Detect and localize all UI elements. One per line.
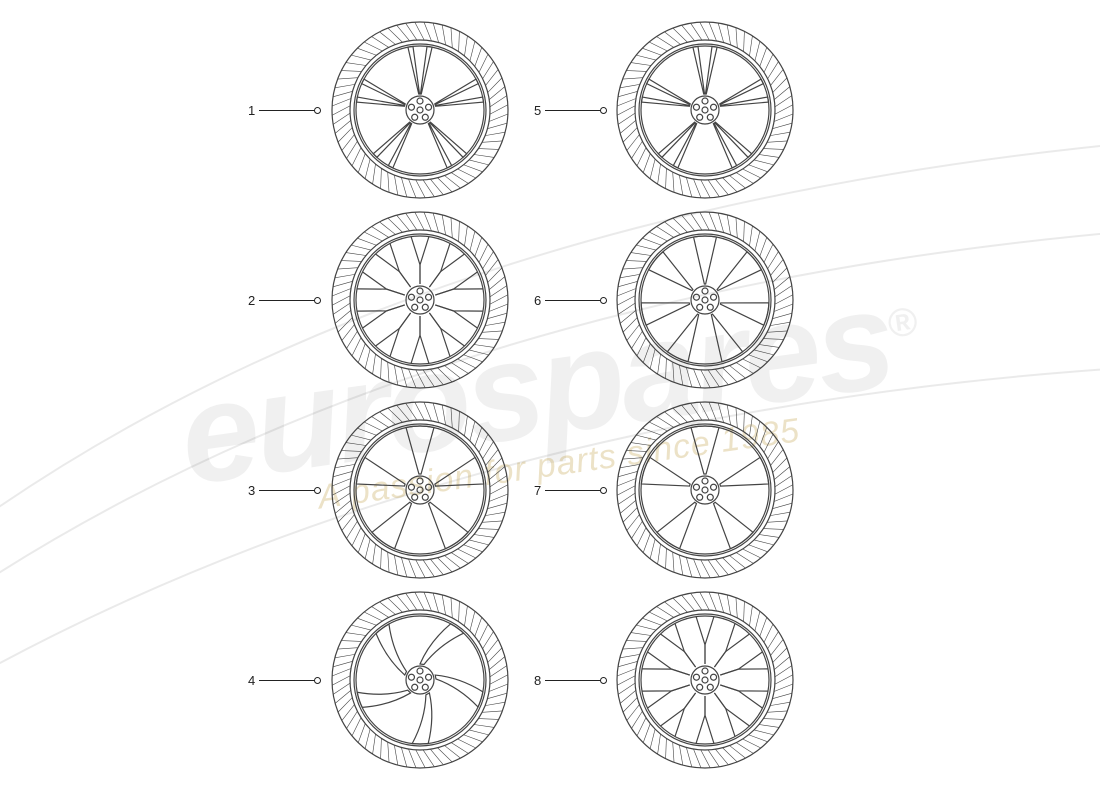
callout-line [545, 490, 605, 491]
callout-4: 4 [248, 673, 319, 688]
callout-line [545, 110, 605, 111]
callout-line [259, 680, 319, 681]
wheel-2 [330, 210, 510, 390]
callout-6: 6 [534, 293, 605, 308]
callout-label: 4 [248, 673, 255, 688]
callout-line [259, 300, 319, 301]
callout-5: 5 [534, 103, 605, 118]
callout-label: 3 [248, 483, 255, 498]
callout-line [259, 110, 319, 111]
callout-label: 7 [534, 483, 541, 498]
callout-8: 8 [534, 673, 605, 688]
callout-line [259, 490, 319, 491]
wheel-5 [615, 20, 795, 200]
callout-1: 1 [248, 103, 319, 118]
callout-3: 3 [248, 483, 319, 498]
wheel-8 [615, 590, 795, 770]
wheel-1 [330, 20, 510, 200]
wheel-4 [330, 590, 510, 770]
wheel-grid: 1 2 3 4 5 6 7 8 [0, 0, 1100, 800]
callout-label: 8 [534, 673, 541, 688]
callout-7: 7 [534, 483, 605, 498]
callout-line [545, 300, 605, 301]
callout-line [545, 680, 605, 681]
callout-label: 2 [248, 293, 255, 308]
callout-label: 6 [534, 293, 541, 308]
callout-label: 1 [248, 103, 255, 118]
callout-label: 5 [534, 103, 541, 118]
wheel-6 [615, 210, 795, 390]
wheel-7 [615, 400, 795, 580]
callout-2: 2 [248, 293, 319, 308]
wheel-3 [330, 400, 510, 580]
